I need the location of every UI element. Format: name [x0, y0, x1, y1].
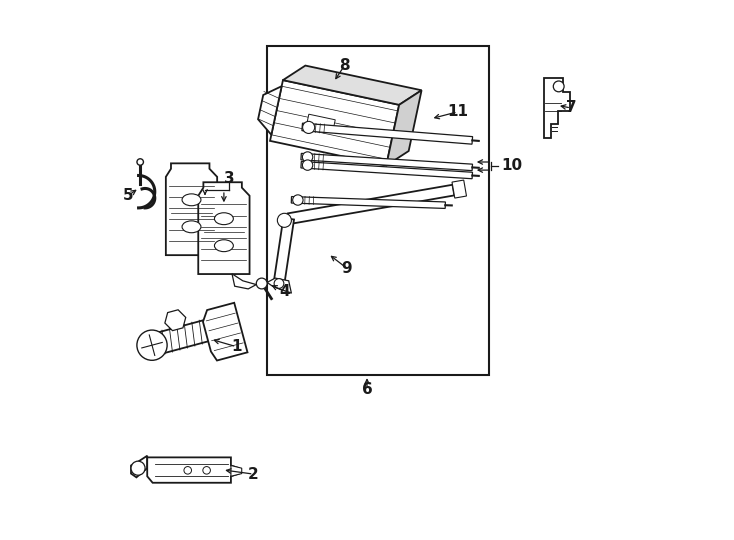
- Circle shape: [277, 213, 291, 227]
- Ellipse shape: [214, 213, 233, 225]
- Circle shape: [137, 159, 143, 165]
- Circle shape: [274, 279, 284, 288]
- Text: 7: 7: [566, 100, 576, 116]
- Polygon shape: [288, 185, 454, 224]
- Polygon shape: [291, 197, 446, 208]
- Circle shape: [553, 81, 564, 92]
- Polygon shape: [232, 274, 256, 289]
- Circle shape: [302, 152, 313, 162]
- Polygon shape: [386, 90, 421, 166]
- Polygon shape: [258, 86, 282, 135]
- Ellipse shape: [182, 221, 201, 233]
- Text: 4: 4: [280, 284, 290, 299]
- Polygon shape: [231, 465, 241, 476]
- Polygon shape: [166, 163, 217, 255]
- Circle shape: [293, 195, 303, 205]
- Bar: [267, 46, 489, 375]
- Circle shape: [184, 467, 192, 474]
- Circle shape: [302, 160, 313, 170]
- Polygon shape: [267, 278, 291, 293]
- Text: 10: 10: [501, 158, 522, 173]
- Text: 8: 8: [339, 58, 349, 73]
- Polygon shape: [149, 319, 212, 356]
- Ellipse shape: [182, 194, 201, 206]
- Polygon shape: [302, 123, 473, 144]
- Ellipse shape: [214, 240, 233, 252]
- Polygon shape: [270, 80, 399, 166]
- Polygon shape: [274, 218, 294, 284]
- Text: 11: 11: [447, 104, 468, 119]
- Polygon shape: [203, 303, 247, 361]
- Polygon shape: [148, 457, 239, 483]
- Polygon shape: [165, 310, 186, 330]
- Text: 9: 9: [342, 261, 352, 276]
- Text: 3: 3: [224, 171, 235, 186]
- Polygon shape: [544, 78, 570, 138]
- Circle shape: [203, 467, 211, 474]
- Polygon shape: [307, 114, 335, 129]
- Text: 6: 6: [362, 382, 372, 397]
- Polygon shape: [301, 153, 473, 171]
- Polygon shape: [131, 456, 148, 477]
- Circle shape: [131, 461, 145, 475]
- Circle shape: [302, 122, 315, 133]
- Polygon shape: [301, 161, 473, 179]
- Polygon shape: [452, 180, 467, 198]
- Circle shape: [137, 330, 167, 360]
- Text: 2: 2: [248, 467, 259, 482]
- Polygon shape: [283, 65, 421, 105]
- Circle shape: [256, 278, 267, 289]
- Text: 1: 1: [231, 339, 241, 354]
- Polygon shape: [198, 183, 250, 274]
- Text: 5: 5: [123, 188, 134, 203]
